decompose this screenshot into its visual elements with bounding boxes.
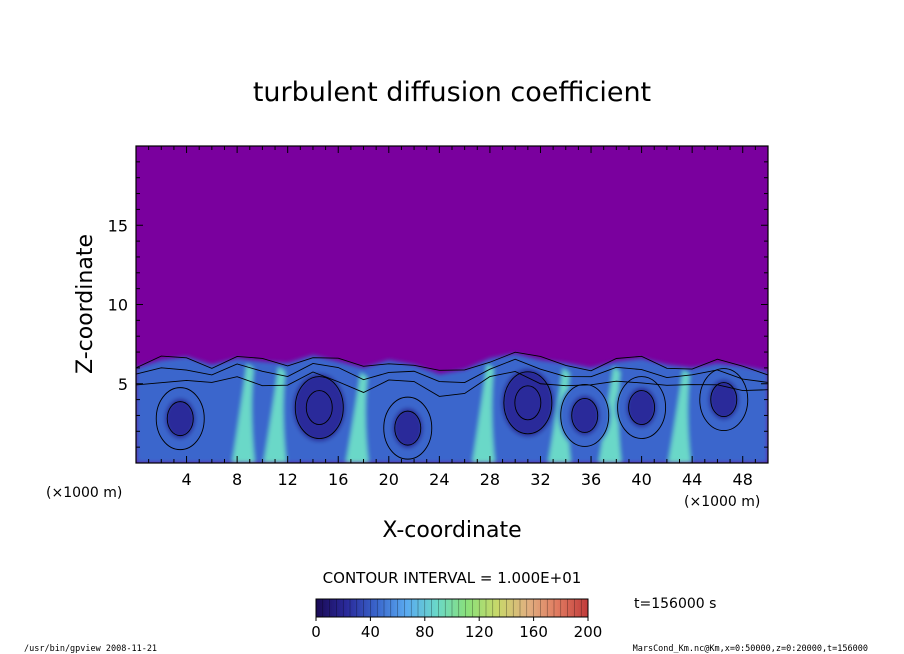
contour-interval: CONTOUR INTERVAL = 1.000E+01 [323, 569, 582, 587]
eddy-contour-a-6 [699, 368, 749, 432]
colorbar-tick-label: 40 [361, 623, 380, 641]
footer-left: /usr/bin/gpview 2008-11-21 [24, 644, 157, 654]
eddy-contour-a-2 [383, 396, 433, 460]
contour-line-1 [136, 358, 768, 383]
eddy-contour-b-5 [628, 390, 656, 425]
x-tick-label: 8 [232, 470, 242, 489]
x-tick-label: 16 [328, 470, 348, 489]
colorbar-frame [315, 598, 589, 618]
eddy-inner-3 [512, 382, 543, 423]
x-tick-label: 48 [733, 470, 753, 489]
eddy-contour-b-0 [166, 401, 194, 437]
colorbar-tick-label: 200 [574, 623, 603, 641]
time-label: t=156000 s [634, 596, 716, 612]
plume-6 [668, 369, 691, 463]
y-tick-label: 10 [108, 296, 128, 315]
eddy-contour-a-4 [560, 384, 610, 447]
x-tick-label: 20 [379, 470, 399, 489]
x-tick-label: 28 [480, 470, 500, 489]
colorbar-tick-label: 160 [519, 623, 548, 641]
eddy-inner-1 [304, 387, 335, 428]
plume-2 [345, 372, 369, 463]
eddy-inner-5 [626, 387, 657, 428]
x-tick-label: 40 [631, 470, 651, 489]
eddy-inner-2 [392, 408, 423, 449]
eddy-inner-0 [165, 398, 196, 439]
x-tick-label: 36 [581, 470, 601, 489]
colorbar: 0 40 80 120 160 200 [311, 598, 602, 641]
colorbar-stripes [315, 599, 589, 617]
x-tick-label: 32 [530, 470, 550, 489]
eddy-contour-a-1 [294, 376, 344, 439]
plume-3 [472, 363, 495, 463]
plume-1 [263, 366, 287, 463]
x-tick-label: 4 [181, 470, 191, 489]
eddy-inner-6 [708, 379, 739, 420]
x-tick-label: 24 [429, 470, 449, 489]
eddy-contour-b-4 [571, 398, 599, 433]
chart-title: turbulent diffusion coefficient [253, 77, 651, 108]
colorbar-ticks: 0 40 80 120 160 200 [311, 617, 602, 641]
colorbar-tick-label: 120 [465, 623, 494, 641]
eddy-contour-b-1 [305, 390, 333, 425]
eddy-contour-a-5 [617, 376, 667, 439]
field-blur-group [136, 353, 768, 463]
y-tick-label: 15 [108, 216, 128, 235]
eddy-contour-b-3 [514, 385, 542, 421]
eddy-inner-4 [569, 395, 600, 436]
colorbar-tick-label: 80 [415, 623, 434, 641]
x-tick-label: 44 [682, 470, 702, 489]
eddy-contour-b-2 [394, 410, 422, 446]
footer-right: MarsCond_Km.nc@Km,x=0:50000,z=0:20000,t=… [633, 644, 868, 654]
x-axis-label: X-coordinate [382, 518, 521, 543]
x-unit-label: (×1000 m) [684, 494, 760, 510]
y-unit-label: (×1000 m) [46, 485, 122, 501]
contour-line-2 [136, 370, 768, 397]
field-layer [136, 351, 768, 463]
eddy-contour-a-3 [503, 371, 553, 435]
eddy-contour-b-6 [710, 382, 738, 418]
colorbar-tick-label: 0 [311, 623, 321, 641]
y-tick-label: 5 [118, 375, 128, 394]
x-tick-label: 12 [278, 470, 298, 489]
y-axis-label: Z-coordinate [73, 234, 98, 374]
eddy-contour-a-0 [155, 387, 205, 451]
plume-0 [232, 363, 255, 463]
contour-lines [136, 351, 768, 460]
contour-line-0 [136, 351, 768, 376]
